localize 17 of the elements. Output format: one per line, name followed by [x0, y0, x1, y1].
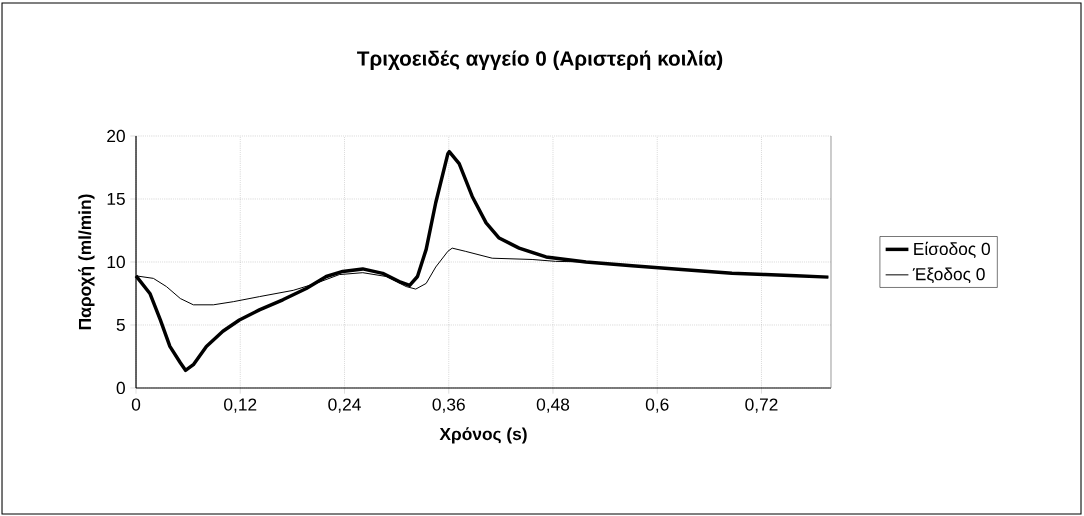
legend-label: Είσοδος 0	[914, 241, 990, 258]
y-tick-label: 15	[107, 192, 125, 206]
x-tick-label: 0,12	[224, 398, 257, 413]
y-tick-label: 20	[107, 129, 125, 143]
x-tick-label: 0,6	[645, 398, 669, 413]
x-tick-label: 0,36	[432, 398, 465, 413]
x-tick-label: 0	[131, 398, 141, 411]
y-tick-label: 10	[107, 255, 125, 269]
y-axis-title: Παροχή (ml/min)	[78, 194, 95, 330]
y-tick-label: 0	[116, 381, 125, 395]
chart-title: Τριχοειδές αγγείο 0 (Αριστερή κοιλία)	[357, 50, 723, 70]
x-axis-title: Χρόνος (s)	[439, 427, 527, 444]
x-tick-label: 0,48	[536, 398, 570, 413]
legend-label: Έξοδος 0	[912, 267, 985, 284]
x-tick-label: 0,24	[328, 398, 361, 413]
x-tick-label: 0,72	[745, 398, 778, 413]
y-tick-label: 5	[116, 318, 125, 332]
